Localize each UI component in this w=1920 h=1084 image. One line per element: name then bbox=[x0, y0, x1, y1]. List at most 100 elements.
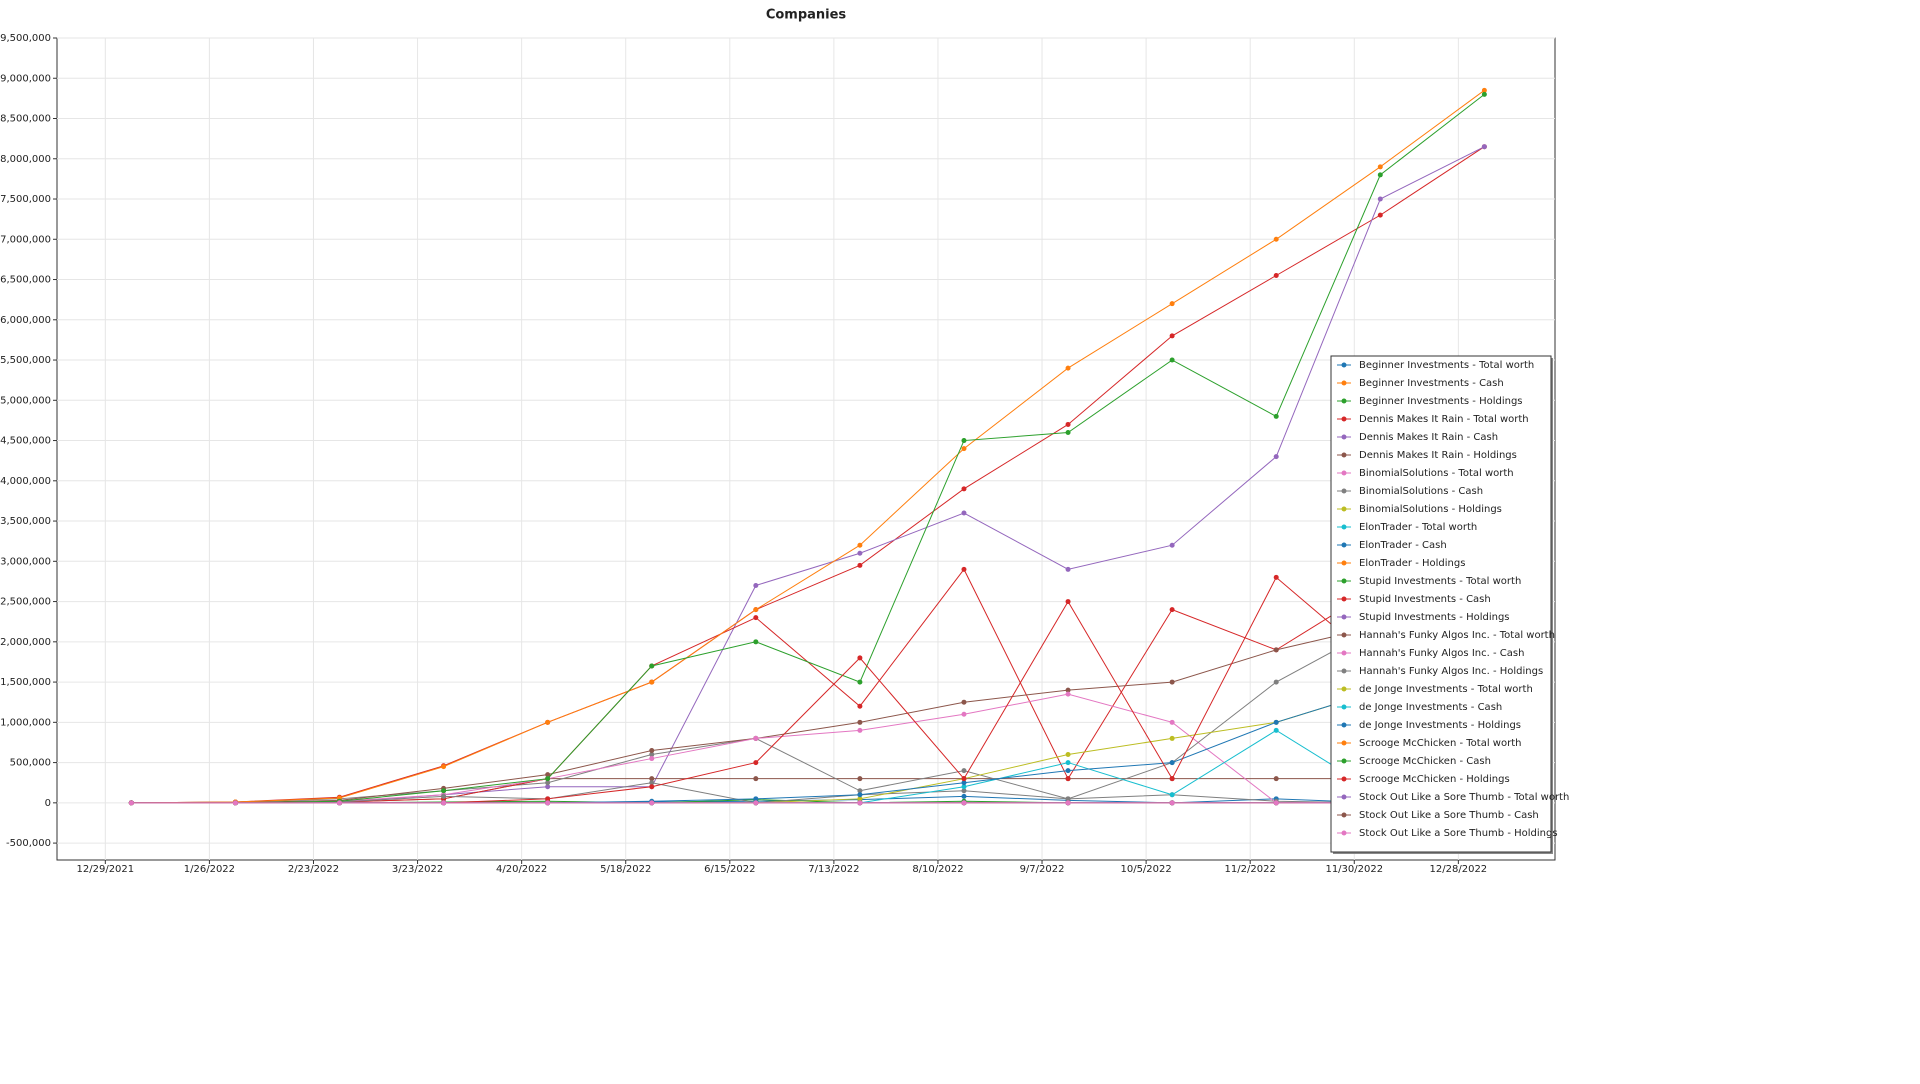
legend-marker bbox=[1341, 452, 1347, 458]
data-point bbox=[753, 639, 759, 645]
legend-marker bbox=[1341, 542, 1347, 548]
series-line bbox=[131, 568, 1485, 804]
data-point bbox=[1169, 735, 1175, 741]
data-point bbox=[961, 793, 967, 799]
data-point bbox=[441, 793, 447, 799]
x-tick-label: 4/20/2022 bbox=[496, 864, 547, 875]
x-tick-label: 1/26/2022 bbox=[184, 864, 235, 875]
x-tick-label: 11/30/2022 bbox=[1325, 864, 1383, 875]
data-point bbox=[1169, 542, 1175, 548]
data-point bbox=[337, 800, 343, 806]
data-point bbox=[1377, 196, 1383, 202]
data-point bbox=[649, 780, 655, 786]
legend: Beginner Investments - Total worth Beginn… bbox=[1330, 355, 1569, 854]
y-tick-label: 3,000,000 bbox=[0, 556, 51, 567]
data-point bbox=[441, 800, 447, 806]
y-tick-label: 5,500,000 bbox=[0, 355, 51, 366]
data-point bbox=[545, 719, 551, 725]
legend-label: Stock Out Like a Sore Thumb - Holdings bbox=[1359, 828, 1558, 839]
series-line bbox=[131, 146, 1485, 804]
data-point bbox=[1481, 91, 1487, 97]
data-point bbox=[857, 679, 863, 685]
data-point bbox=[857, 727, 863, 733]
legend-marker bbox=[1341, 524, 1347, 530]
data-point bbox=[1377, 212, 1383, 218]
series-line bbox=[131, 568, 1485, 804]
x-tick-label: 6/15/2022 bbox=[704, 864, 755, 875]
y-tick-label: 9,000,000 bbox=[0, 73, 51, 84]
y-tick-label: 1,000,000 bbox=[0, 717, 51, 728]
data-point bbox=[545, 784, 551, 790]
data-point bbox=[961, 788, 967, 794]
x-tick-label: 12/29/2021 bbox=[77, 864, 135, 875]
data-point bbox=[1065, 599, 1071, 605]
legend-label: Beginner Investments - Cash bbox=[1359, 378, 1504, 389]
data-point bbox=[857, 655, 863, 661]
data-point bbox=[1169, 760, 1175, 766]
data-point bbox=[1065, 687, 1071, 693]
legend-label: BinomialSolutions - Holdings bbox=[1359, 504, 1502, 515]
legend-marker bbox=[1341, 614, 1347, 620]
data-point bbox=[1065, 776, 1071, 782]
data-point bbox=[649, 784, 655, 790]
legend-marker bbox=[1341, 722, 1347, 728]
y-tick-label: 3,500,000 bbox=[0, 516, 51, 527]
data-point bbox=[1377, 172, 1383, 178]
plot-frame bbox=[56, 37, 1556, 861]
data-point bbox=[857, 562, 863, 568]
y-tick-label: 2,000,000 bbox=[0, 637, 51, 648]
data-point bbox=[753, 607, 759, 613]
y-tick-label: 0 bbox=[45, 798, 51, 809]
data-point bbox=[1273, 727, 1279, 733]
legend-box bbox=[1330, 355, 1552, 853]
legend-label: Hannah's Funky Algos Inc. - Holdings bbox=[1359, 666, 1543, 677]
data-point bbox=[649, 748, 655, 754]
data-point bbox=[545, 800, 551, 806]
data-point bbox=[961, 486, 967, 492]
x-tick-label: 8/10/2022 bbox=[912, 864, 963, 875]
legend-label: ElonTrader - Cash bbox=[1359, 540, 1447, 551]
series-line bbox=[131, 693, 1485, 804]
x-tick-label: 2/23/2022 bbox=[288, 864, 339, 875]
legend-marker bbox=[1341, 830, 1347, 836]
legend-marker bbox=[1341, 398, 1347, 404]
data-point bbox=[857, 796, 863, 802]
data-point bbox=[857, 792, 863, 798]
series-line bbox=[131, 685, 1485, 804]
data-point bbox=[441, 788, 447, 794]
legend-label: Dennis Makes It Rain - Cash bbox=[1359, 432, 1498, 443]
data-point bbox=[1169, 301, 1175, 307]
data-point bbox=[1273, 679, 1279, 685]
series-line bbox=[131, 737, 1485, 804]
y-tick-label: 8,500,000 bbox=[0, 114, 51, 125]
data-point bbox=[961, 699, 967, 705]
legend-label: Beginner Investments - Holdings bbox=[1359, 396, 1523, 407]
legend-marker bbox=[1341, 650, 1347, 656]
legend-label: de Jonge Investments - Cash bbox=[1359, 702, 1502, 713]
data-point bbox=[753, 796, 759, 802]
data-point bbox=[1169, 333, 1175, 339]
series-line bbox=[131, 93, 1485, 804]
y-tick-label: -500,000 bbox=[6, 838, 51, 849]
data-point bbox=[753, 735, 759, 741]
data-point bbox=[961, 780, 967, 786]
data-point bbox=[1065, 566, 1071, 572]
y-tick-label: 7,000,000 bbox=[0, 234, 51, 245]
y-tick-label: 7,500,000 bbox=[0, 194, 51, 205]
legend-label: ElonTrader - Total worth bbox=[1359, 522, 1477, 533]
data-point bbox=[649, 679, 655, 685]
legend-label: Hannah's Funky Algos Inc. - Cash bbox=[1359, 648, 1524, 659]
data-point bbox=[1065, 421, 1071, 427]
data-point bbox=[753, 582, 759, 588]
legend-label: ElonTrader - Holdings bbox=[1359, 558, 1465, 569]
legend-marker bbox=[1341, 470, 1347, 476]
y-tick-label: 5,000,000 bbox=[0, 395, 51, 406]
legend-label: Scrooge McChicken - Holdings bbox=[1359, 774, 1510, 785]
legend-label: BinomialSolutions - Cash bbox=[1359, 486, 1483, 497]
y-tick-label: 4,000,000 bbox=[0, 476, 51, 487]
data-point bbox=[1169, 607, 1175, 613]
data-point bbox=[1481, 87, 1487, 93]
data-point bbox=[753, 800, 759, 806]
x-tick-label: 3/23/2022 bbox=[392, 864, 443, 875]
